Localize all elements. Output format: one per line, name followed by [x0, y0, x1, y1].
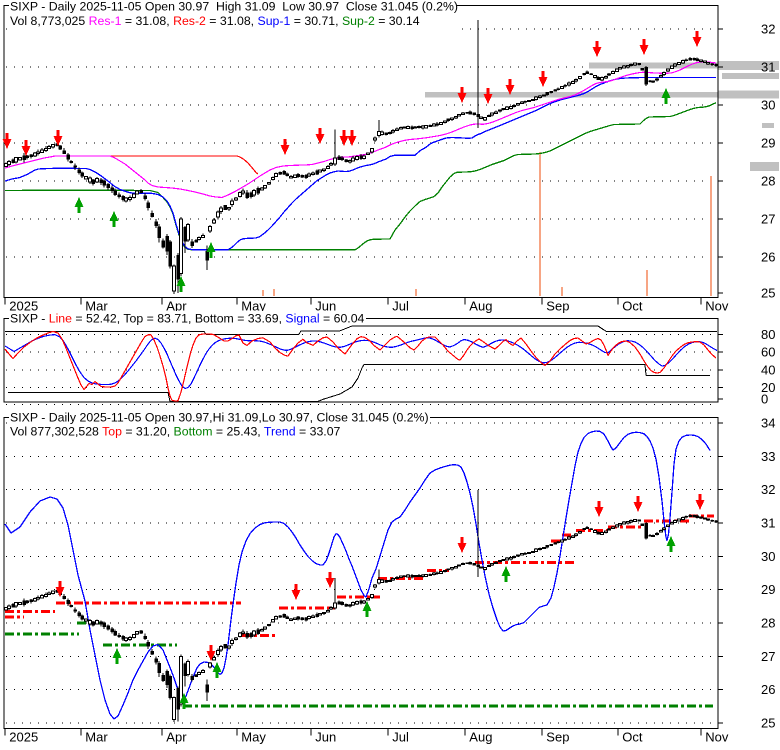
- svg-text:Mar: Mar: [85, 298, 108, 313]
- svg-text:Nov: Nov: [705, 298, 729, 313]
- svg-text:Oct: Oct: [622, 730, 643, 745]
- svg-text:Jun: Jun: [315, 298, 336, 313]
- svg-text:Aug: Aug: [469, 730, 492, 745]
- svg-text:2025: 2025: [9, 298, 38, 313]
- svg-text:25: 25: [761, 286, 775, 301]
- svg-text:27: 27: [761, 649, 775, 664]
- svg-text:Apr: Apr: [166, 298, 187, 313]
- svg-text:Aug: Aug: [469, 298, 492, 313]
- svg-text:Oct: Oct: [622, 298, 643, 313]
- svg-text:30: 30: [761, 549, 775, 564]
- svg-text:Mar: Mar: [85, 730, 108, 745]
- svg-text:30: 30: [761, 98, 775, 113]
- svg-text:32: 32: [761, 22, 775, 37]
- svg-text:29: 29: [761, 136, 775, 151]
- svg-text:34: 34: [761, 416, 775, 431]
- svg-text:27: 27: [761, 212, 775, 227]
- svg-text:25: 25: [761, 715, 775, 730]
- svg-text:40: 40: [761, 362, 775, 377]
- svg-text:Sep: Sep: [546, 730, 569, 745]
- svg-text:33: 33: [761, 449, 775, 464]
- svg-text:Jul: Jul: [392, 298, 409, 313]
- svg-text:SIXP - Daily 2025-11-05 Open 3: SIXP - Daily 2025-11-05 Open 30.97 High …: [10, 0, 458, 14]
- svg-text:2025: 2025: [9, 730, 38, 745]
- svg-text:SIXP - Daily 2025-11-05 Open 3: SIXP - Daily 2025-11-05 Open 30.97,Hi 31…: [10, 411, 429, 425]
- svg-text:32: 32: [761, 482, 775, 497]
- svg-text:Sep: Sep: [546, 298, 569, 313]
- svg-text:26: 26: [761, 682, 775, 697]
- svg-text:20: 20: [761, 380, 775, 395]
- svg-text:28: 28: [761, 615, 775, 630]
- svg-text:Apr: Apr: [166, 730, 187, 745]
- svg-text:28: 28: [761, 174, 775, 189]
- svg-text:Jun: Jun: [315, 730, 336, 745]
- svg-text:Jul: Jul: [392, 730, 409, 745]
- svg-text:0: 0: [761, 392, 768, 407]
- svg-text:80: 80: [761, 327, 775, 342]
- svg-text:SIXP - Line = 52.42, Top = 83.: SIXP - Line = 52.42, Top = 83.71, Bottom…: [10, 312, 365, 326]
- svg-text:May: May: [241, 730, 266, 745]
- svg-text:26: 26: [761, 250, 775, 265]
- svg-text:May: May: [241, 298, 266, 313]
- svg-text:60: 60: [761, 345, 775, 360]
- svg-text:Vol 8,773,025 Res-1 = 31.08, R: Vol 8,773,025 Res-1 = 31.08, Res-2 = 31.…: [10, 14, 420, 28]
- svg-text:Nov: Nov: [705, 730, 729, 745]
- svg-text:Vol 877,302,528 Top = 31.20, B: Vol 877,302,528 Top = 31.20, Bottom = 25…: [10, 425, 341, 439]
- svg-text:31: 31: [761, 60, 775, 75]
- svg-text:29: 29: [761, 582, 775, 597]
- svg-text:31: 31: [761, 515, 775, 530]
